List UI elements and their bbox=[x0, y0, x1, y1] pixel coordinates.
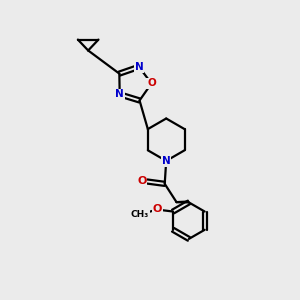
Text: N: N bbox=[115, 89, 124, 99]
Text: CH₃: CH₃ bbox=[131, 210, 149, 219]
Text: N: N bbox=[162, 156, 171, 166]
Text: O: O bbox=[147, 78, 156, 88]
Text: O: O bbox=[153, 205, 162, 214]
Text: N: N bbox=[135, 62, 143, 72]
Text: O: O bbox=[137, 176, 146, 186]
